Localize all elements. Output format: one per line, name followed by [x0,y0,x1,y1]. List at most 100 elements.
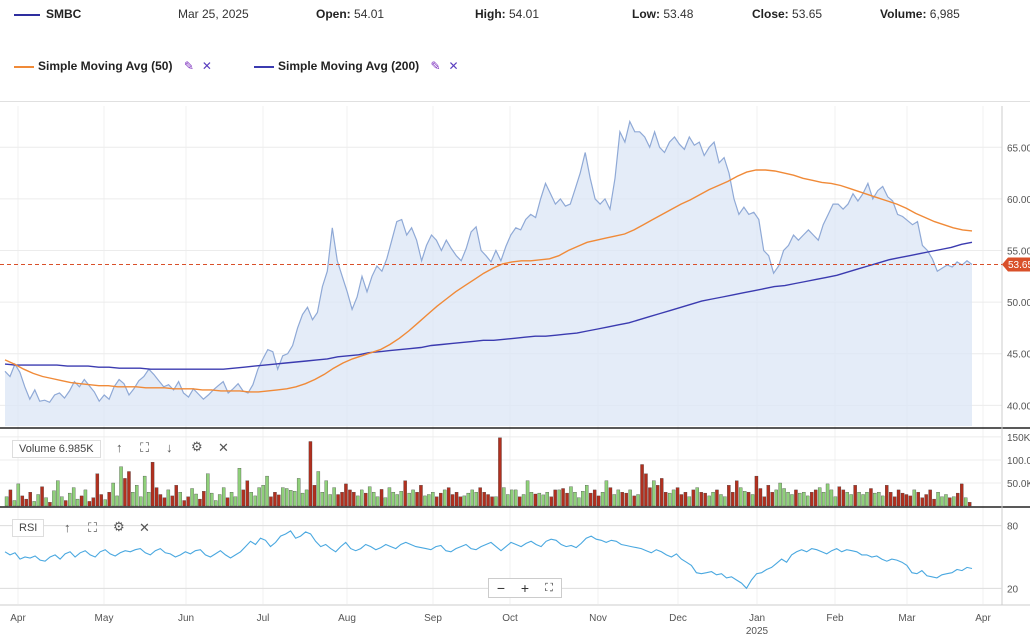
volume-bar [608,487,613,507]
expand-icon[interactable]: ⛶ [88,520,98,535]
close-icon[interactable]: ✕ [201,59,212,73]
zoom-out-button[interactable]: − [496,580,506,596]
volume-bar [170,495,175,507]
volume-bar [478,487,482,507]
arrow-up-icon[interactable]: ↑ [116,440,123,455]
volume-bar [60,496,64,507]
volume-bar [383,497,388,507]
volume-bar [600,492,605,507]
volume-bar [277,494,281,507]
volume-bar [190,488,194,507]
volume-bar [83,489,88,507]
volume-bar [904,494,909,507]
volume-bar [514,489,518,507]
volume-bar [64,500,68,507]
volume-bar [912,489,917,507]
volume-bar [12,500,17,507]
volume-bar [367,486,372,507]
volume-bar [644,473,648,507]
x-tick-label: Apr [10,613,26,624]
volume-bar [604,480,609,507]
volume-bar [336,494,340,507]
volume-bar [944,494,948,507]
volume-bar [454,492,459,507]
volume-bar [214,500,218,507]
open-value: Open: 54.01 [316,7,385,21]
volume-bar [340,492,344,507]
rsi-panel-label: RSI [12,519,45,537]
volume-bar [431,492,435,507]
volume-bar [695,487,699,507]
volume-bar [257,487,261,507]
x-tick-label: Jul [257,613,270,624]
volume-bar [510,489,514,507]
gear-icon[interactable]: ⚙ [191,439,203,454]
volume-bar [119,466,123,507]
volume-bar [99,494,103,507]
volume-bar [869,488,873,507]
x-tick-label: Jan [749,613,765,624]
volume-bar [857,492,861,507]
close-icon[interactable]: ✕ [448,59,459,73]
volume-bar [553,489,557,507]
volume-bar [316,471,321,507]
pencil-icon[interactable]: ✎ [183,59,194,73]
arrow-up-icon[interactable]: ↑ [64,520,71,535]
volume-bar [885,485,889,507]
volume-bar [419,485,423,507]
volume-bar [296,478,301,507]
volume-bar [142,475,147,507]
volume-bar [967,502,972,507]
volume-bar [95,473,100,507]
price-tick-label: 50.00 [1007,298,1030,309]
close-icon[interactable]: ✕ [218,440,229,455]
volume-bar [158,494,163,507]
volume-bar [853,485,857,507]
volume-bar [924,494,928,507]
price-chart[interactable]: Apr May Jun Jul Aug Sep Oct Nov Dec Jan Feb Mar Apr 2… [0,100,1030,637]
volume-bar [312,485,317,507]
volume-bar [873,492,877,507]
volume-bar [577,497,581,507]
volume-bar [344,483,348,507]
volume-bar [71,487,76,507]
rsi-series [4,530,973,590]
volume-bar [537,492,542,507]
volume-bar [44,497,48,507]
expand-icon[interactable]: ⛶ [545,581,553,594]
volume-bar [202,491,206,507]
axes: Apr May Jun Jul Aug Sep Oct Nov Dec Jan Feb Mar Apr 2… [10,143,1030,637]
volume-bar [225,497,230,507]
volume-bar [217,494,222,507]
volume-bar [671,489,676,507]
volume-bar [458,496,463,507]
sma200-label: Simple Moving Avg (200) [278,59,420,73]
volume-bar [178,492,182,507]
volume-series [4,437,972,507]
volume-bar [28,492,32,507]
volume-bar [916,492,920,507]
volume-bar [40,486,44,507]
expand-icon[interactable]: ⛶ [140,440,150,455]
close-icon[interactable]: ✕ [139,520,150,535]
volume-bar [91,497,96,507]
volume-bar [166,489,171,507]
price-tick-label: 55.00 [1007,247,1030,258]
volume-bar [774,489,778,507]
volume-bar [194,493,198,507]
gear-icon[interactable]: ⚙ [113,519,125,534]
volume-bar [186,496,190,507]
volume-bar [103,499,107,507]
pencil-icon[interactable]: ✎ [430,59,441,73]
arrow-down-icon[interactable]: ↓ [166,440,173,455]
volume-value: Volume: 6,985 [880,7,960,21]
zoom-in-button[interactable]: + [520,580,530,596]
volume-bar [324,480,328,507]
volume-bar [332,487,336,507]
volume-bar [620,492,624,507]
volume-bar [399,491,403,507]
volume-bar [462,495,467,507]
volume-bar [746,492,751,507]
x-tick-label: Aug [338,613,356,624]
volume-bar [439,492,443,507]
